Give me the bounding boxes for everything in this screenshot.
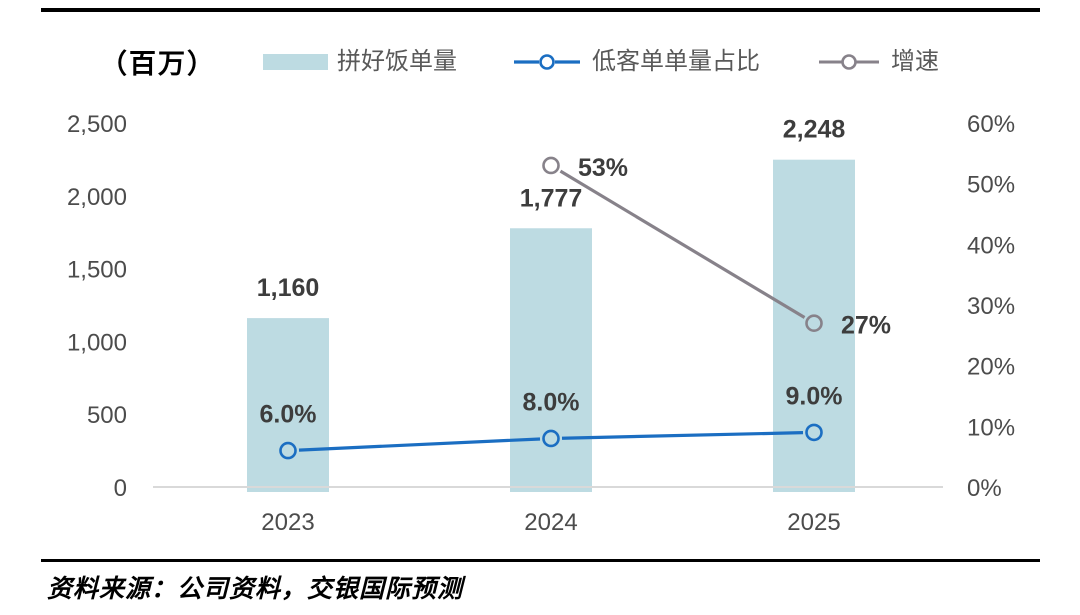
- growth-rate-marker-2024: [542, 156, 560, 175]
- x-axis-category-label: 2023: [261, 509, 314, 536]
- low-ticket-order-share-line-segment: [561, 431, 804, 440]
- axis-unit-label: （百万）: [100, 49, 216, 80]
- source-note: 资料来源：公司资料，交银国际预测: [47, 574, 464, 603]
- growth-rate-data-label: 53%: [578, 154, 628, 182]
- pinhaofan-orders-data-label: 1,777: [520, 184, 583, 212]
- growth-rate-data-label: 27%: [841, 312, 891, 340]
- right-axis-tick-label: 20%: [967, 354, 1015, 381]
- bar-2023: [247, 318, 329, 492]
- right-axis-tick-label: 40%: [967, 232, 1015, 259]
- legend-label: 拼好饭单量: [337, 48, 457, 75]
- low-ticket-order-share-marker-2024: [542, 429, 560, 448]
- right-axis-tick-label: 50%: [967, 172, 1015, 199]
- low-ticket-order-share-line-segment: [298, 437, 541, 452]
- right-axis-tick-label: 60%: [967, 111, 1015, 138]
- x-axis-category-label: 2024: [524, 509, 577, 536]
- right-axis-tick-label: 0%: [967, 475, 1002, 502]
- pinhaofan-orders-data-label: 2,248: [783, 116, 846, 144]
- legend-label: 低客单单量占比: [592, 48, 760, 75]
- right-axis-tick-label: 30%: [967, 293, 1015, 320]
- bar-2025: [773, 159, 855, 492]
- legend-label: 增速: [891, 48, 939, 75]
- low-ticket-order-share-marker-2023: [279, 441, 297, 460]
- pinhaofan-orders-data-label: 1,160: [257, 274, 320, 302]
- left-axis-tick-label: 0: [114, 475, 127, 502]
- left-axis-tick-label: 2,500: [67, 111, 127, 138]
- bar-2024: [510, 228, 592, 492]
- source-rule: [41, 559, 1040, 562]
- left-axis-tick-label: 1,000: [67, 329, 127, 356]
- low-ticket-order-share-marker-2025: [805, 423, 823, 442]
- line-marker-swatch-icon: [819, 54, 879, 70]
- legend-item-low-ticket-order-share: 低客单单量占比: [513, 46, 760, 78]
- top-rule: [41, 8, 1040, 12]
- growth-rate-line-segment: [559, 169, 806, 319]
- low-ticket-order-share-data-label: 9.0%: [786, 382, 843, 410]
- legend-item-growth-rate: 增速: [818, 46, 939, 78]
- line-marker-swatch-icon: [514, 54, 580, 70]
- legend-item-pinhaofan-orders: 拼好饭单量: [263, 46, 457, 78]
- left-axis-tick-label: 2,000: [67, 184, 127, 211]
- low-ticket-order-share-data-label: 6.0%: [260, 401, 317, 429]
- bar-swatch-icon: [263, 54, 328, 70]
- left-axis-tick-label: 500: [87, 402, 127, 429]
- left-axis-tick-label: 1,500: [67, 257, 127, 284]
- right-axis-tick-label: 10%: [967, 414, 1015, 441]
- low-ticket-order-share-data-label: 8.0%: [523, 388, 580, 416]
- growth-rate-marker-2025: [805, 314, 823, 333]
- x-axis-category-label: 2025: [787, 509, 840, 536]
